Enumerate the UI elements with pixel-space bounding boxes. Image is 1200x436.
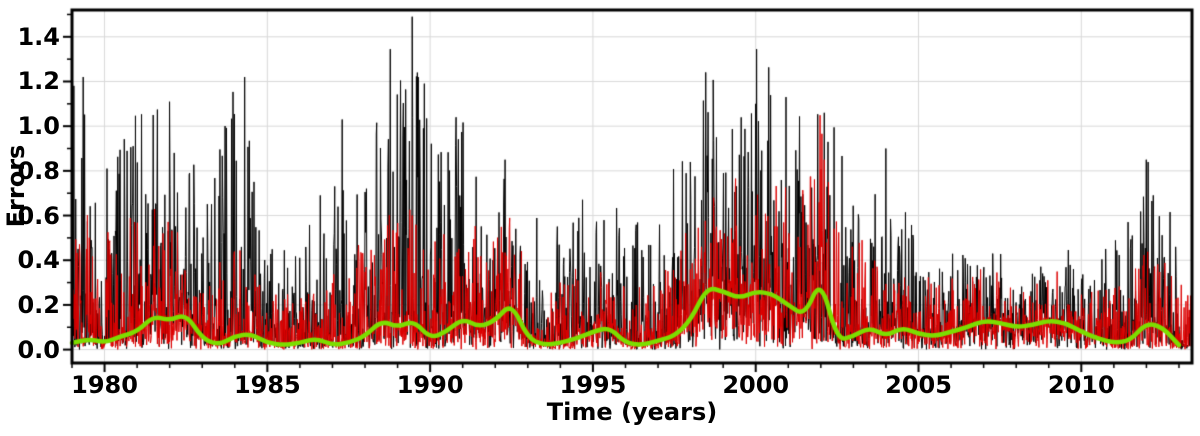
x-tick-label: 1985 <box>233 371 301 399</box>
y-tick-label: 0.4 <box>17 246 60 275</box>
x-tick-label: 1980 <box>71 371 138 399</box>
y-tick-label: 1.2 <box>17 67 60 96</box>
x-axis-label: Time (years) <box>546 398 718 426</box>
y-tick-label: 0.6 <box>17 201 60 230</box>
x-tick-label: 2000 <box>722 371 790 399</box>
y-tick-label: 0.0 <box>17 335 60 364</box>
x-tick-label: 2005 <box>885 371 952 399</box>
x-tick-label: 2010 <box>1047 371 1115 399</box>
y-tick-label: 1.0 <box>17 112 60 141</box>
x-tick-label: 1995 <box>559 371 627 399</box>
y-tick-label: 0.8 <box>17 156 60 185</box>
y-tick-label: 1.4 <box>17 22 60 51</box>
x-tick-label: 1990 <box>396 371 464 399</box>
y-tick-label: 0.2 <box>17 290 60 319</box>
